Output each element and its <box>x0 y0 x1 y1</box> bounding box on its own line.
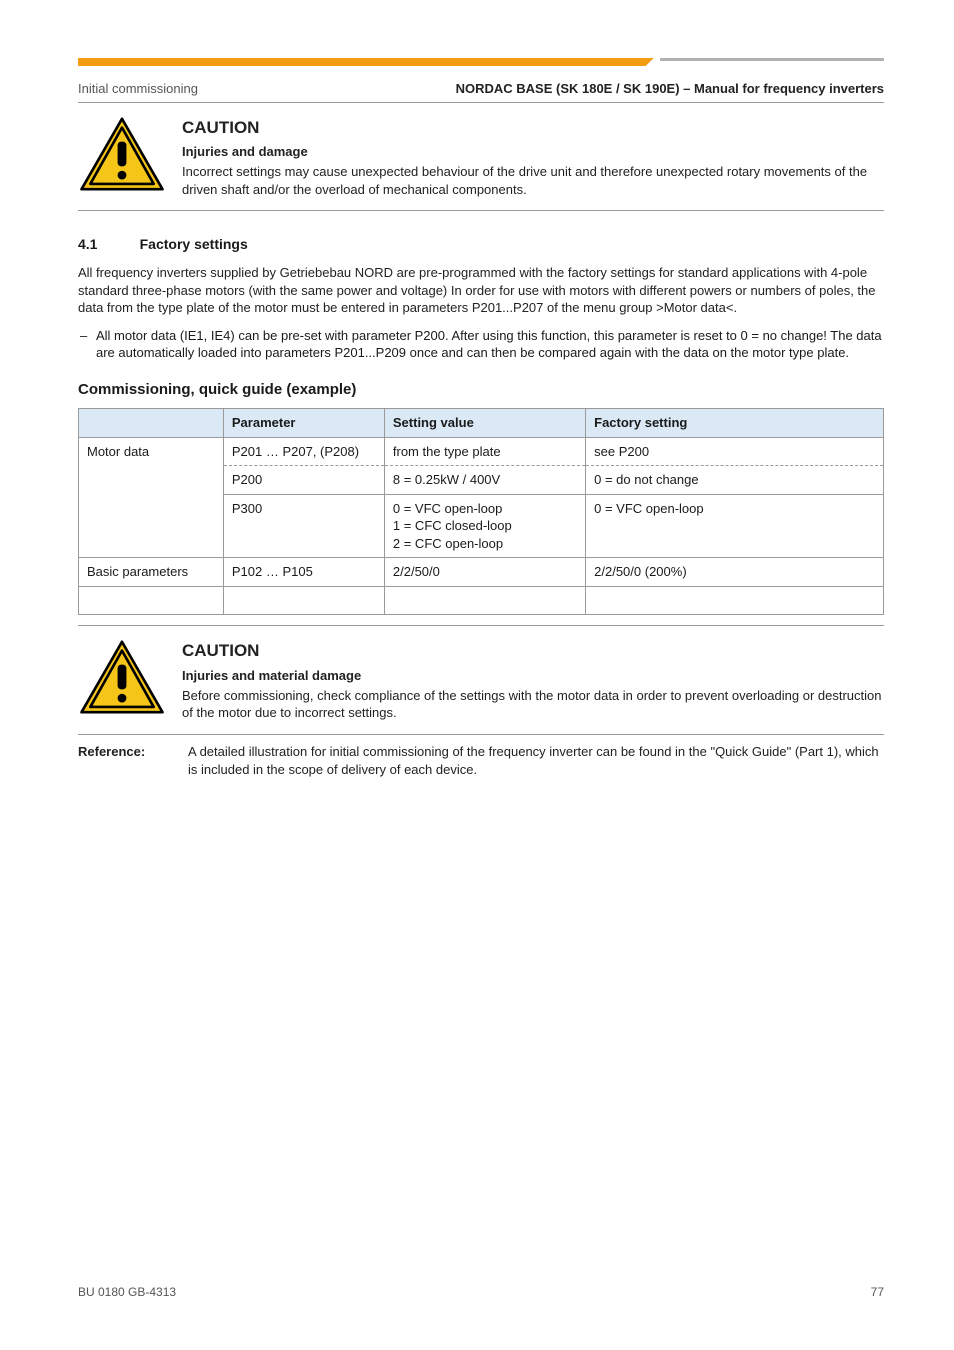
page-header: Initial commissioning NORDAC BASE (SK 18… <box>78 80 884 98</box>
cell: 0 = do not change <box>586 466 884 495</box>
caution-body: Incorrect settings may cause unexpected … <box>182 163 884 198</box>
section-4-1: 4.1 Factory settings All frequency inver… <box>78 235 884 615</box>
callout1-rule <box>78 210 884 211</box>
cell: see P200 <box>586 437 884 466</box>
caution-subtitle: Injuries and material damage <box>182 667 884 685</box>
section-para-1: All frequency inverters supplied by Getr… <box>78 264 884 317</box>
header-bar <box>78 58 884 78</box>
subheading-commissioning: Commissioning, quick guide (example) <box>78 380 884 400</box>
cell: 0 = VFC open-loop <box>586 494 884 558</box>
cell: 2/2/50/0 (200%) <box>586 558 884 587</box>
section-title: Factory settings <box>140 236 248 252</box>
info-bullets: All motor data (IE1, IE4) can be pre-set… <box>78 327 884 362</box>
table-header-row: Parameter Setting value Factory setting <box>79 409 884 438</box>
caution-body: Before commissioning, check compliance o… <box>182 687 884 722</box>
caution-callout-2: CAUTION Injuries and material damage Bef… <box>78 634 884 730</box>
footer-right: 77 <box>871 1284 884 1300</box>
cell <box>223 586 384 615</box>
header-left: Initial commissioning <box>78 80 198 98</box>
section-number: 4.1 <box>78 235 136 254</box>
cell: 0 = VFC open-loop 1 = CFC closed-loop 2 … <box>384 494 585 558</box>
page-footer: BU 0180 GB-4313 77 <box>78 1284 884 1300</box>
caution-callout-1: CAUTION Injuries and damage Incorrect se… <box>78 111 884 207</box>
parameters-table: Parameter Setting value Factory setting … <box>78 408 884 615</box>
bullet-text: All motor data (IE1, IE4) can be pre-set… <box>96 328 882 361</box>
callout2-rule-bottom <box>78 734 884 735</box>
cell: P102 … P105 <box>223 558 384 587</box>
header-rule <box>78 102 884 103</box>
cell: 8 = 0.25kW / 400V <box>384 466 585 495</box>
table-row: Motor data P201 … P207, (P208) from the … <box>79 437 884 466</box>
cell <box>79 586 224 615</box>
cell <box>586 586 884 615</box>
table-row: Basic parameters P102 … P105 2/2/50/0 2/… <box>79 558 884 587</box>
table-row <box>79 586 884 615</box>
caution-subtitle: Injuries and damage <box>182 143 884 161</box>
warning-icon <box>78 638 166 716</box>
caution-title: CAUTION <box>182 640 884 663</box>
row-group-motor: Motor data <box>79 437 224 558</box>
row-group-basic: Basic parameters <box>79 558 224 587</box>
callout2-rule-top <box>78 625 884 626</box>
caution-title: CAUTION <box>182 117 884 140</box>
cell: from the type plate <box>384 437 585 466</box>
cell: P201 … P207, (P208) <box>223 437 384 466</box>
reference-body: A detailed illustration for initial comm… <box>188 743 884 778</box>
warning-icon <box>78 115 166 193</box>
reference-label: Reference: <box>78 743 188 778</box>
cell: P300 <box>223 494 384 558</box>
col-parameter: Parameter <box>223 409 384 438</box>
cell: 2/2/50/0 <box>384 558 585 587</box>
cell: P200 <box>223 466 384 495</box>
reference-line: Reference: A detailed illustration for i… <box>78 743 884 778</box>
col-blank <box>79 409 224 438</box>
cell <box>384 586 585 615</box>
col-factory-setting: Factory setting <box>586 409 884 438</box>
footer-left: BU 0180 GB-4313 <box>78 1284 176 1300</box>
header-right: NORDAC BASE (SK 180E / SK 190E) – Manual… <box>456 80 884 98</box>
bullet-item: All motor data (IE1, IE4) can be pre-set… <box>96 327 884 362</box>
col-setting-value: Setting value <box>384 409 585 438</box>
